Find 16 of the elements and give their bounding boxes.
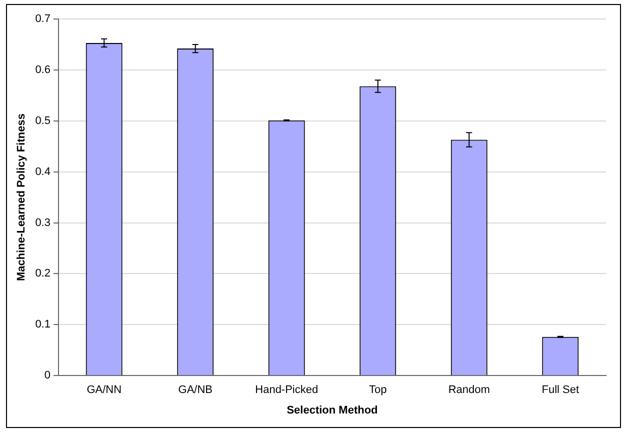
y-tick-label: 0.7 bbox=[35, 13, 50, 26]
x-axis-title: Selection Method bbox=[286, 404, 378, 416]
y-tick-label: 0.6 bbox=[35, 64, 50, 76]
y-tick-label: 0.2 bbox=[35, 268, 50, 280]
y-tick-label: 0.5 bbox=[35, 114, 50, 127]
x-tick-label: GA/NB bbox=[178, 384, 212, 396]
x-tick-label: Hand-Picked bbox=[255, 384, 318, 396]
y-tick-label: 0.1 bbox=[35, 318, 50, 331]
y-tick-label: 0.4 bbox=[35, 166, 50, 178]
x-tick-label: Full Set bbox=[542, 384, 580, 396]
x-tick-label: Top bbox=[368, 384, 387, 396]
y-tick-label: 0.3 bbox=[35, 216, 50, 229]
y-tick-label: 0 bbox=[44, 370, 50, 382]
x-tick-label: GA/NN bbox=[86, 384, 122, 396]
y-axis-title: Machine-Learned Policy Fitness bbox=[16, 114, 28, 282]
x-tick-label: Random bbox=[448, 384, 490, 396]
